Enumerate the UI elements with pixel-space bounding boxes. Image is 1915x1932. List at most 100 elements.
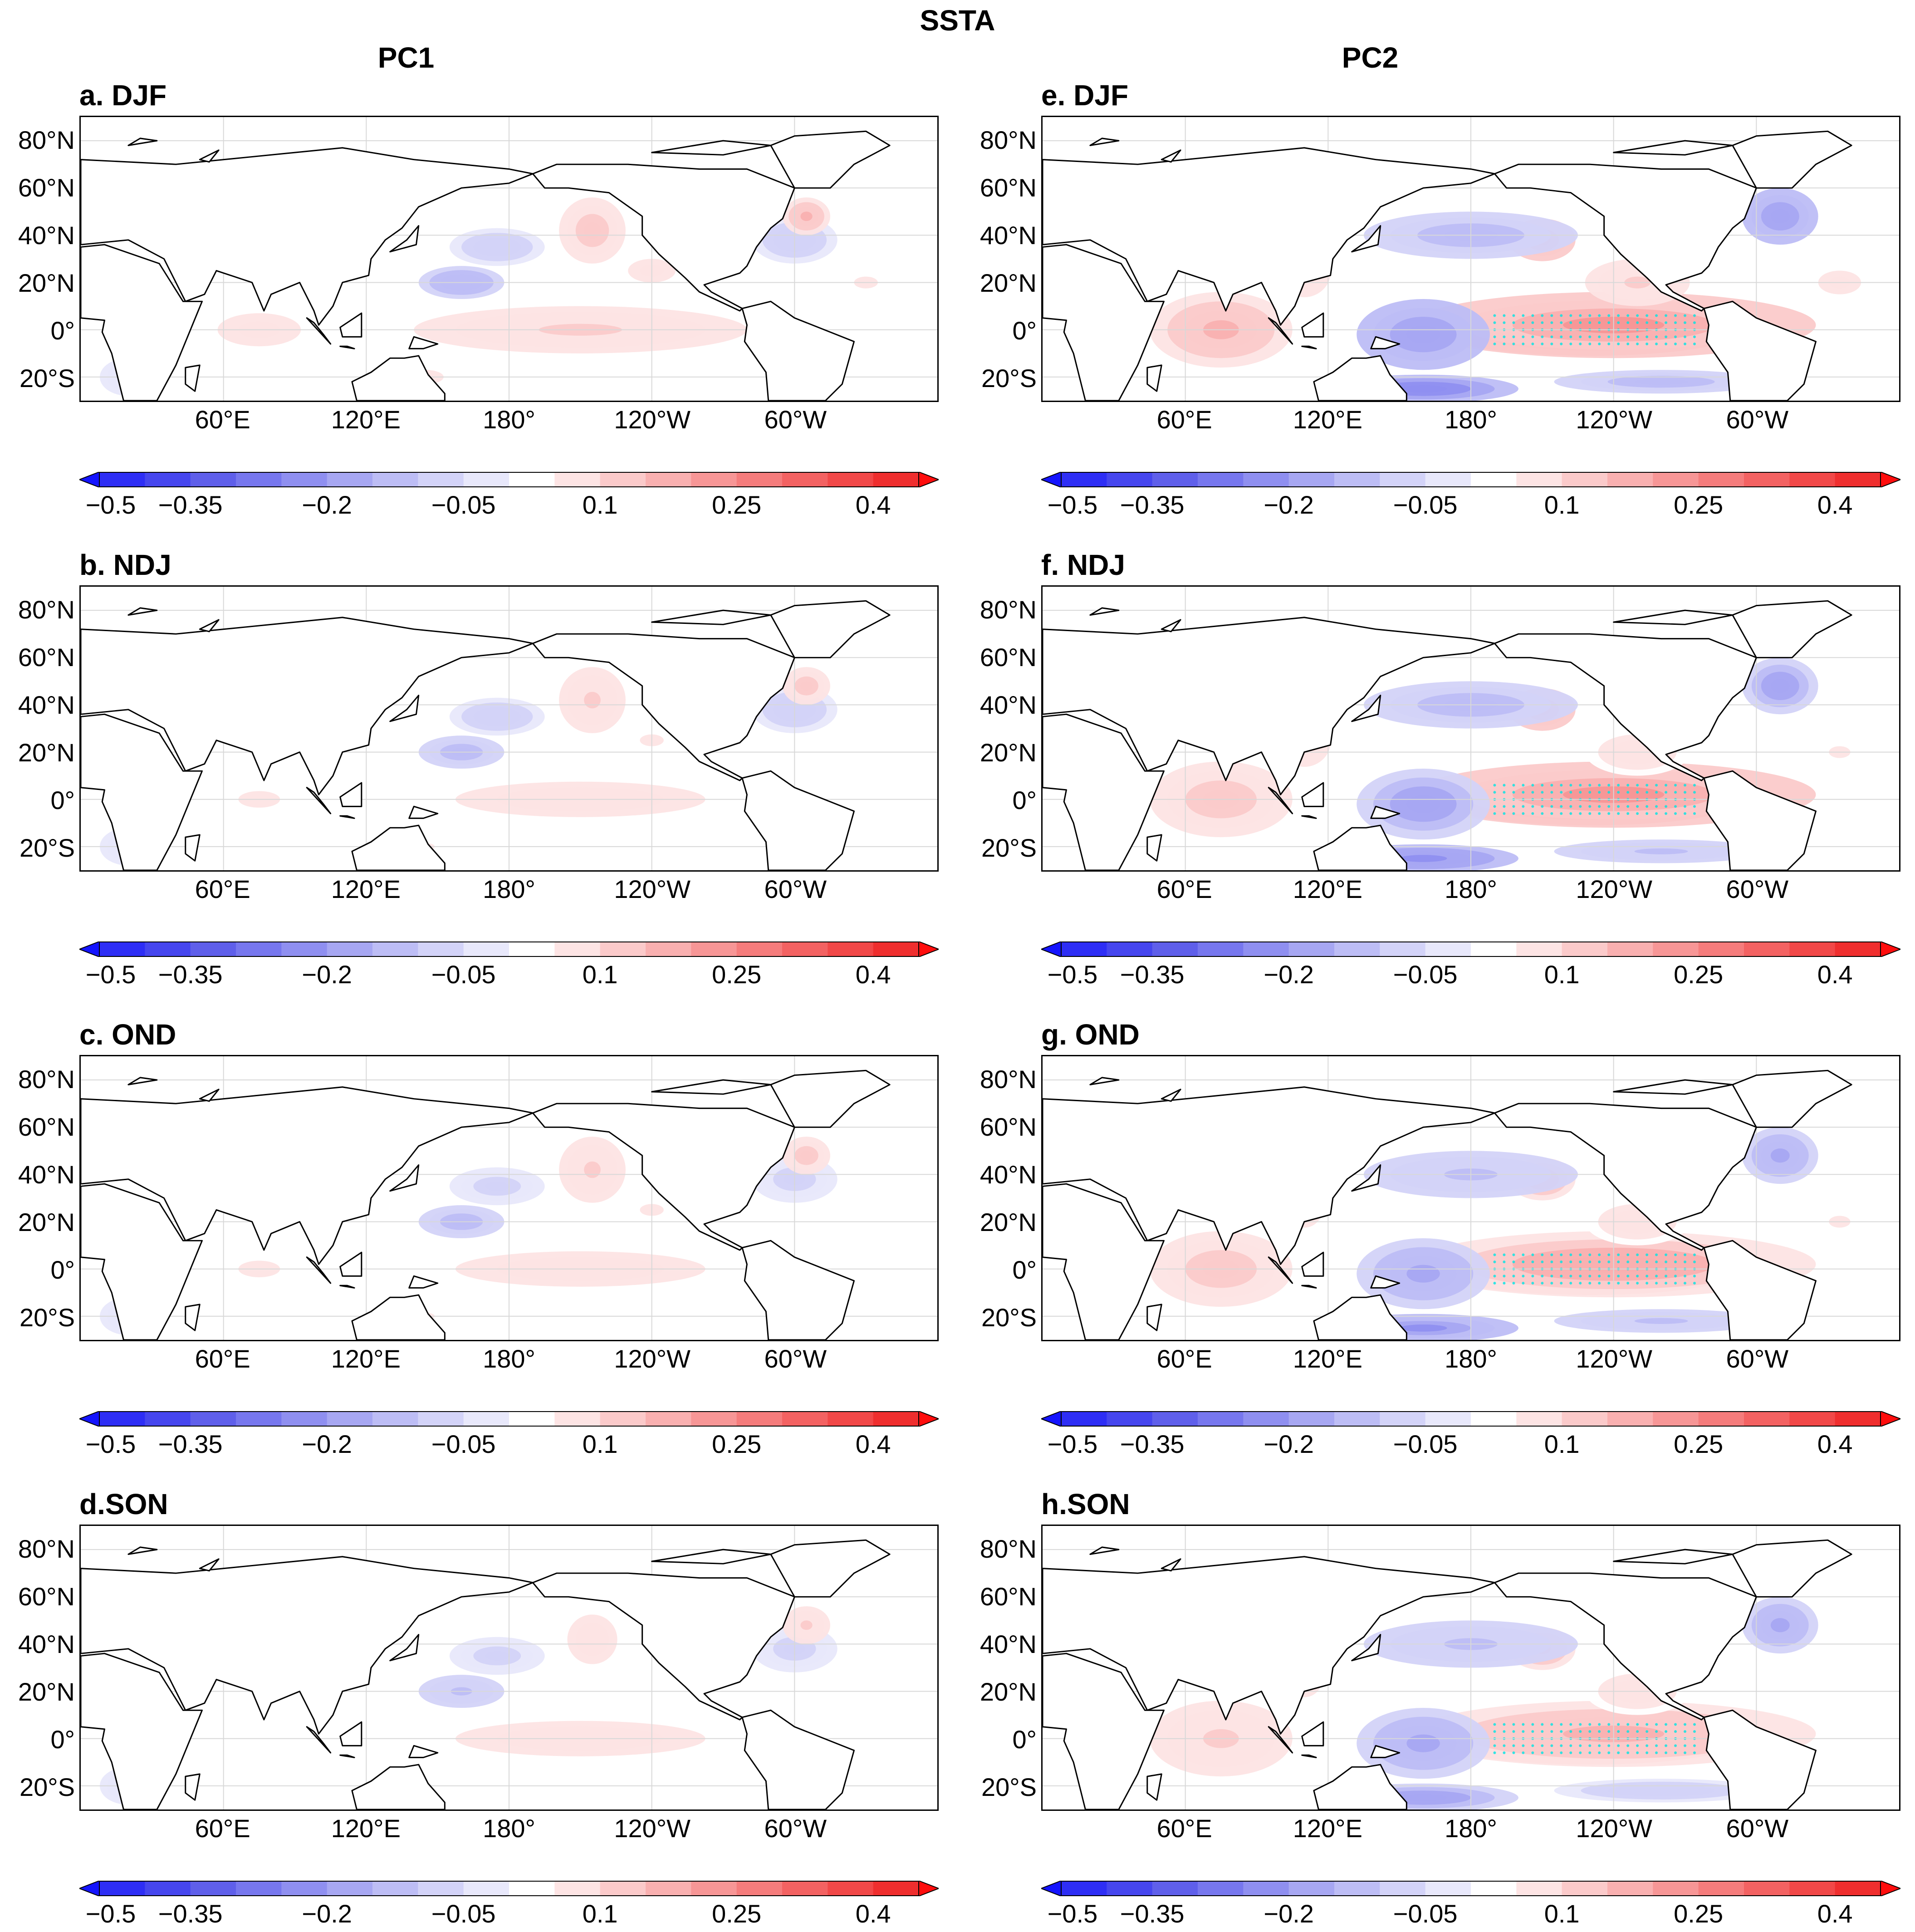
column-header-pc1: PC1	[377, 41, 435, 74]
colorbar-outline	[1061, 941, 1881, 957]
stipple-dot	[1598, 1744, 1601, 1747]
colorbar-tick-label: 0.25	[1674, 490, 1724, 519]
lon-tick-label: 180°	[483, 405, 535, 434]
stipple-dot	[1541, 784, 1544, 787]
stipple-dot	[1665, 1744, 1668, 1747]
stipple-dot	[1655, 1253, 1658, 1256]
map-panel-b	[79, 585, 939, 872]
colorbar-segment	[1425, 1881, 1471, 1896]
lon-tick-label: 60°E	[195, 875, 250, 903]
stipple-dot	[1646, 314, 1649, 317]
lat-tick-label: 40°N	[980, 1160, 1037, 1189]
stipple-dot	[1598, 791, 1601, 794]
colorbar-segment	[782, 1881, 828, 1896]
stipple-dot	[1541, 1730, 1544, 1733]
colorbar-tick-label: 0.4	[855, 490, 891, 519]
stipple-dot	[1541, 314, 1544, 317]
lon-tick-label: 180°	[1445, 875, 1497, 903]
colorbar-segment	[1562, 472, 1608, 487]
map-panel-h	[1041, 1525, 1900, 1811]
stipple-dot	[1598, 805, 1601, 808]
stipple-dot	[1607, 1260, 1611, 1264]
stipple-dot	[1522, 1723, 1525, 1726]
colorbar-segment	[873, 1411, 919, 1427]
lat-tick-label: 20°S	[19, 1303, 75, 1332]
stipple-dot	[1512, 1282, 1515, 1285]
landmass	[1089, 607, 1120, 616]
stipple-dot	[1560, 314, 1563, 317]
colorbar-segment	[873, 472, 919, 487]
stipple-dot	[1493, 1253, 1496, 1256]
significance-stipple	[1493, 314, 1696, 345]
landmass	[408, 805, 439, 819]
stipple-dot	[1569, 335, 1572, 338]
stipple-dot	[1636, 1723, 1639, 1726]
stipple-dot	[1693, 314, 1696, 317]
stipple-dot	[1512, 1744, 1515, 1747]
stipple-dot	[1550, 1723, 1553, 1726]
anomaly-contour	[1399, 1794, 1447, 1801]
lat-tick-label: 0°	[50, 1255, 75, 1285]
stipple-dot	[1493, 335, 1496, 338]
landmass	[408, 1745, 439, 1758]
colorbar-segment	[1152, 472, 1198, 487]
colorbar-outline	[99, 1411, 919, 1427]
anomaly-contour	[1399, 1324, 1447, 1332]
colorbar-segment	[1061, 941, 1107, 957]
colorbar-segment	[1061, 472, 1107, 487]
colorbar-segment	[1425, 1411, 1471, 1427]
stipple-dot	[1569, 1253, 1572, 1256]
colorbar-segment	[782, 472, 828, 487]
panel-label-e: e. DJF	[1041, 79, 1129, 112]
lon-tick-label: 120°E	[1293, 875, 1362, 903]
landmass	[1370, 805, 1401, 819]
colorbar-segment	[1653, 1411, 1699, 1427]
colorbar-extend-min	[1041, 941, 1062, 957]
stipple-dot	[1588, 314, 1592, 317]
colorbar-tick-label: −0.35	[158, 1430, 223, 1458]
lat-tick-label: 60°N	[18, 1112, 75, 1141]
stipple-dot	[1541, 1744, 1544, 1747]
stipple-dot	[1493, 784, 1496, 787]
landmass	[389, 1634, 420, 1662]
lon-tick-label: 120°W	[1576, 405, 1652, 434]
colorbar-segment	[873, 1881, 919, 1896]
stipple-dot	[1617, 812, 1620, 815]
lon-tick-label: 180°	[483, 1344, 535, 1373]
map-svg-b	[81, 587, 937, 870]
stipple-dot	[1512, 784, 1515, 787]
stipple-dot	[1550, 791, 1553, 794]
landmass	[1146, 1304, 1162, 1331]
colorbar-segment	[828, 941, 874, 957]
landmass	[1161, 619, 1181, 633]
lon-tick-label: 60°W	[764, 875, 827, 903]
landmass	[770, 130, 891, 189]
stipple-dot	[1626, 1744, 1630, 1747]
colorbar-tick-label: 0.1	[582, 960, 618, 989]
landmass	[1370, 1275, 1401, 1289]
stipple-dot	[1503, 1253, 1506, 1256]
stipple-dot	[1531, 314, 1534, 317]
colorbar-segment	[1152, 941, 1198, 957]
colorbar-segment	[281, 472, 328, 487]
landmass	[1146, 834, 1162, 862]
colorbar-tick-label: −0.35	[1120, 960, 1185, 989]
colorbar-e	[1041, 472, 1900, 487]
landmass	[1301, 1251, 1324, 1277]
colorbar-tick-label: −0.05	[1393, 1430, 1458, 1458]
lat-tick-label: 20°S	[19, 1773, 75, 1802]
colorbar-segment	[1061, 1411, 1107, 1427]
lon-tick-label: 120°E	[331, 875, 401, 903]
stipple-dot	[1617, 321, 1620, 324]
stipple-dot	[1522, 1260, 1525, 1264]
stipple-dot	[1646, 1260, 1649, 1264]
stipple-dot	[1588, 1275, 1592, 1278]
stipple-dot	[1646, 1744, 1649, 1747]
coastlines	[1043, 1539, 1852, 1809]
map-panel-c	[79, 1055, 939, 1341]
stipple-dot	[1655, 1730, 1658, 1733]
landmass	[199, 1558, 220, 1572]
landmass	[1146, 1773, 1162, 1801]
colorbar-segment	[281, 941, 328, 957]
colorbar-segment	[1562, 1411, 1608, 1427]
